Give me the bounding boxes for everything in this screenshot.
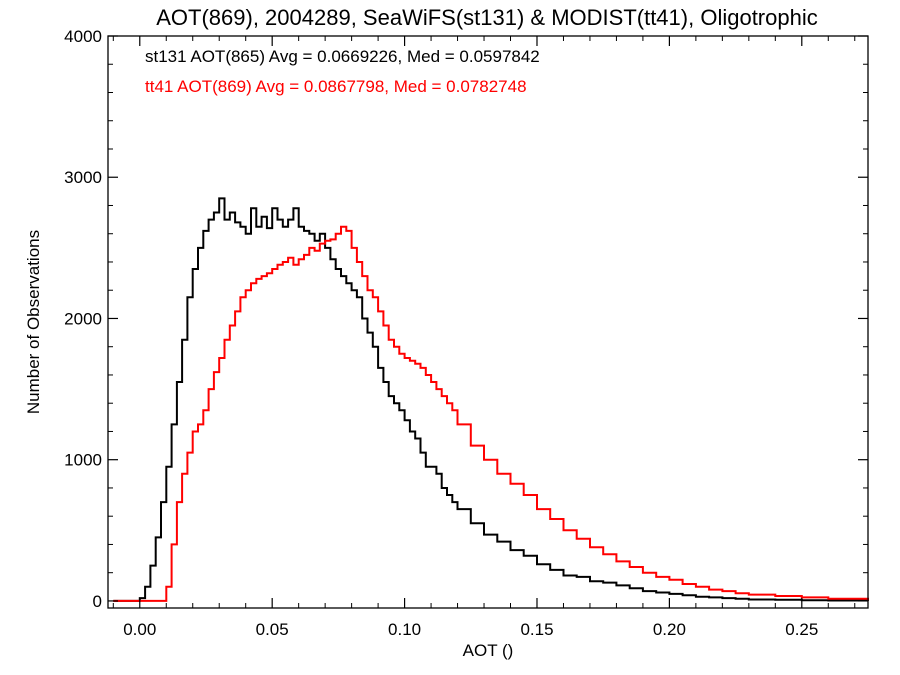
x-tick-label: 0.25 <box>785 620 818 639</box>
series-line-st131 <box>113 197 869 602</box>
legend-entry-st131: st131 AOT(865) Avg = 0.0669226, Med = 0.… <box>145 47 540 66</box>
y-tick-label: 3000 <box>64 168 102 187</box>
x-tick-label: 0.20 <box>653 620 686 639</box>
plot-area <box>113 197 869 602</box>
chart-title: AOT(869), 2004289, SeaWiFS(st131) & MODI… <box>156 5 817 30</box>
x-axis-label: AOT () <box>463 641 514 660</box>
x-tick-label: 0.05 <box>256 620 289 639</box>
y-tick-label: 0 <box>93 592 102 611</box>
x-tick-label: 0.15 <box>520 620 553 639</box>
x-tick-label: 0.00 <box>123 620 156 639</box>
y-tick-label: 1000 <box>64 451 102 470</box>
series-line-tt41 <box>113 225 869 602</box>
y-tick-label: 2000 <box>64 309 102 328</box>
plot-frame <box>107 35 869 609</box>
x-tick-label: 0.10 <box>388 620 421 639</box>
y-axis: 0 1000 2000 3000 4000 <box>64 27 868 611</box>
x-axis: 0.00 0.05 0.10 0.15 0.20 0.25 <box>112 36 856 639</box>
legend-entry-tt41: tt41 AOT(869) Avg = 0.0867798, Med = 0.0… <box>145 77 527 96</box>
y-tick-label: 4000 <box>64 27 102 46</box>
y-axis-label: Number of Observations <box>24 230 43 414</box>
